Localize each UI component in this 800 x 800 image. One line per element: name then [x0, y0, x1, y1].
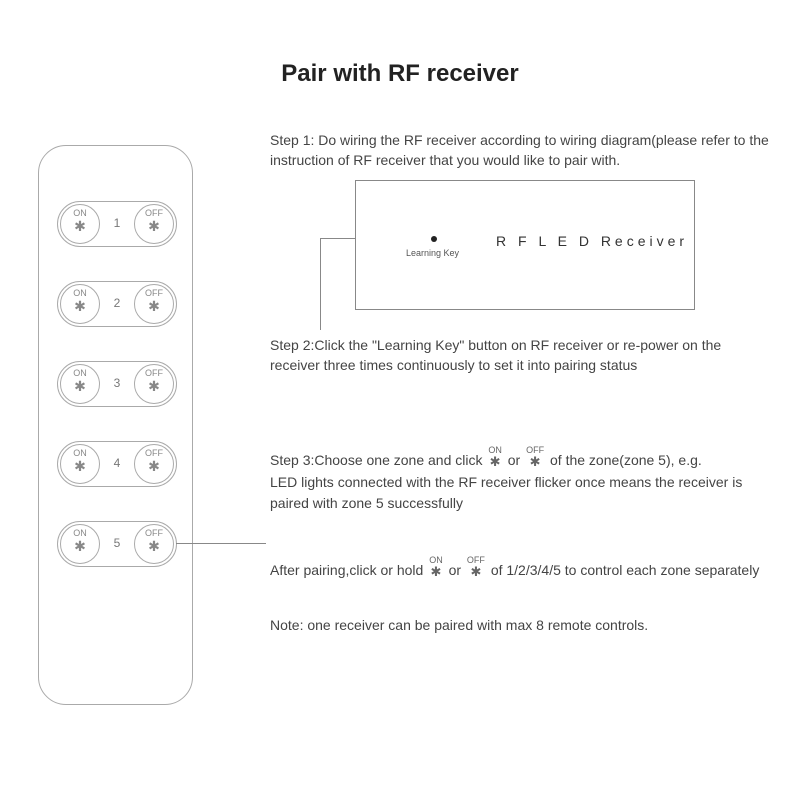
asterisk-icon: ✱ — [135, 540, 173, 552]
zone-3-off-button[interactable]: OFF ✱ — [134, 364, 174, 404]
inline-off-icon: OFF✱ — [467, 556, 485, 578]
asterisk-icon: ✱ — [135, 300, 173, 312]
receiver-title: R F L E D Receiver — [496, 233, 688, 249]
connector-line — [176, 543, 266, 544]
learning-key-dot — [431, 236, 437, 242]
zone-1-off-button[interactable]: OFF ✱ — [134, 204, 174, 244]
inline-on-icon: ON✱ — [429, 556, 443, 578]
asterisk-icon: ✱ — [135, 220, 173, 232]
zone-row-3: ON ✱ 3 OFF ✱ — [57, 361, 177, 407]
zone-row-4: ON ✱ 4 OFF ✱ — [57, 441, 177, 487]
inline-on-icon: ON✱ — [488, 446, 502, 468]
step-3-text: Step 3:Choose one zone and click ON✱ or … — [270, 450, 770, 513]
asterisk-icon: ✱ — [135, 460, 173, 472]
asterisk-icon: ✱ — [135, 380, 173, 392]
inline-off-icon: OFF✱ — [526, 446, 544, 468]
page-title: Pair with RF receiver — [0, 60, 800, 88]
connector-line — [320, 238, 321, 330]
after-pairing-text: After pairing,click or hold ON✱ or OFF✱ … — [270, 560, 770, 582]
zone-2-off-button[interactable]: OFF ✱ — [134, 284, 174, 324]
zone-row-1: ON ✱ 1 OFF ✱ — [57, 201, 177, 247]
rf-receiver-box: Learning Key R F L E D Receiver — [355, 180, 695, 310]
zone-row-5: ON ✱ 5 OFF ✱ — [57, 521, 177, 567]
zone-row-2: ON ✱ 2 OFF ✱ — [57, 281, 177, 327]
step-1-text: Step 1: Do wiring the RF receiver accord… — [270, 130, 770, 171]
learning-key-label: Learning Key — [406, 248, 459, 258]
zone-5-off-button[interactable]: OFF ✱ — [134, 524, 174, 564]
remote-control: ON ✱ 1 OFF ✱ ON ✱ 2 OFF ✱ ON ✱ 3 OFF ✱ — [38, 145, 193, 705]
zone-4-off-button[interactable]: OFF ✱ — [134, 444, 174, 484]
connector-line — [320, 238, 355, 239]
step-2-text: Step 2:Click the "Learning Key" button o… — [270, 335, 770, 376]
note-text: Note: one receiver can be paired with ma… — [270, 615, 770, 635]
